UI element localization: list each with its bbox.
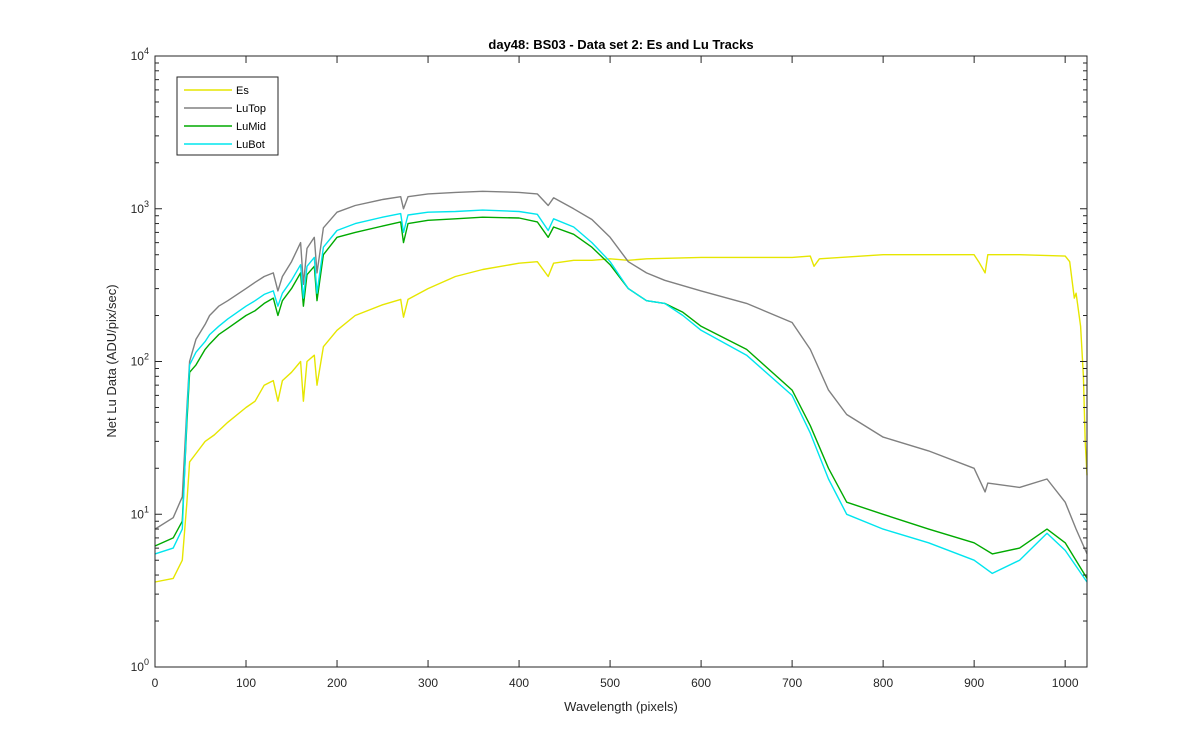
legend-label-lubot: LuBot <box>236 139 265 151</box>
y-tick-label: 102 <box>131 352 149 369</box>
x-tick-label: 700 <box>782 676 802 690</box>
legend: Es LuTop LuMid LuBot <box>176 76 279 156</box>
x-tick-label: 1000 <box>1052 676 1079 690</box>
x-tick-label: 600 <box>691 676 711 690</box>
x-tick-label: 800 <box>873 676 893 690</box>
x-tick-label: 100 <box>236 676 256 690</box>
x-tick-label: 200 <box>327 676 347 690</box>
tick-layer: 0 100 200 300 400 500 600 700 800 900 100010010110… <box>131 46 1087 690</box>
x-tick-label: 300 <box>418 676 438 690</box>
x-tick-label: 500 <box>600 676 620 690</box>
legend-items: Es LuTop LuMid LuBot <box>184 85 266 151</box>
series-line-es <box>154 254 1088 583</box>
x-tick-label: 900 <box>964 676 984 690</box>
series-layer <box>154 190 1088 583</box>
legend-label-lumid: LuMid <box>236 121 266 133</box>
chart-title: day48: BS03 - Data set 2: Es and Lu Trac… <box>488 37 753 52</box>
x-tick-label: 0 <box>152 676 159 690</box>
y-axis-label: Net Lu Data (ADU/pix/sec) <box>104 284 119 437</box>
series-line-lubot <box>154 209 1088 583</box>
series-line-lutop <box>154 190 1088 555</box>
series-line-lumid <box>154 216 1088 579</box>
legend-label-lutop: LuTop <box>236 103 266 115</box>
legend-label-es: Es <box>236 85 249 97</box>
y-tick-label: 101 <box>131 504 149 521</box>
x-tick-label: 400 <box>509 676 529 690</box>
y-tick-label: 100 <box>131 657 149 674</box>
x-axis-label: Wavelength (pixels) <box>564 699 678 714</box>
y-tick-label: 103 <box>131 199 149 216</box>
y-tick-label: 104 <box>131 46 149 63</box>
plot-area <box>155 56 1087 667</box>
